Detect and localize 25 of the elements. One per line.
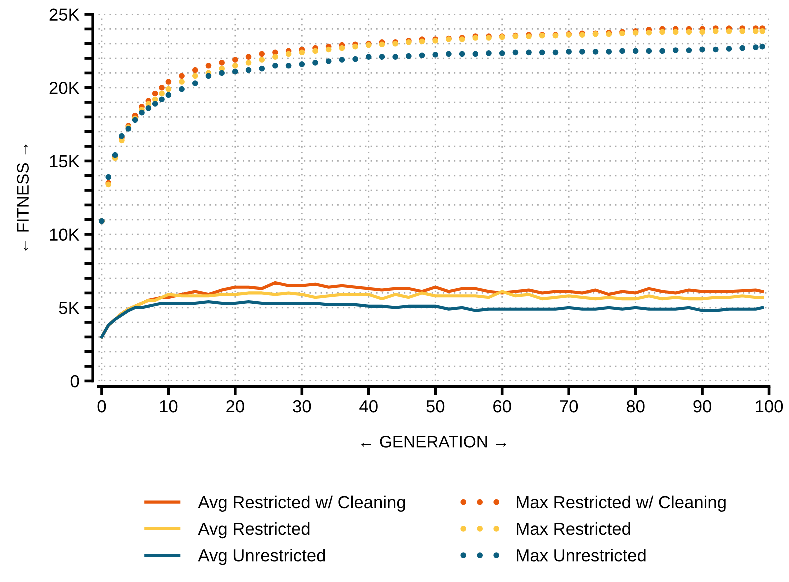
x-tick-label: 50 (426, 400, 445, 413)
x-tick-label: 30 (293, 400, 312, 413)
legend-label: Max Restricted w/ Cleaning (517, 496, 726, 512)
x-tick-label: 70 (560, 400, 578, 413)
x-tick-label: 80 (626, 400, 645, 413)
x-axis-title: ← GENERATION → (362, 436, 506, 448)
x-tick-label: 20 (226, 400, 244, 413)
x-tick-label: 60 (494, 400, 512, 413)
legend-label: Avg Unrestricted (198, 549, 326, 566)
legend-label: Avg Restricted (198, 522, 310, 539)
legend-label: Avg Restricted w/ Cleaning (198, 496, 406, 512)
x-tick-label: 0 (98, 400, 106, 413)
legend-label: Max Unrestricted (517, 549, 646, 562)
legend-label: Max Restricted (517, 522, 630, 536)
y-tick-label: 5K (59, 302, 80, 314)
y-tick-label: 25K (50, 8, 80, 22)
y-axis-title: ← FITNESS → (17, 144, 30, 251)
x-tick-label: 10 (160, 400, 178, 413)
x-tick-label: 40 (360, 400, 378, 413)
y-tick-label: 20K (50, 82, 80, 94)
y-tick-label: 0 (70, 375, 80, 388)
x-tick-label: 100 (756, 400, 784, 413)
y-tick-label: 15K (50, 156, 80, 168)
x-tick-label: 90 (694, 400, 712, 413)
y-tick-label: 10K (50, 228, 80, 242)
